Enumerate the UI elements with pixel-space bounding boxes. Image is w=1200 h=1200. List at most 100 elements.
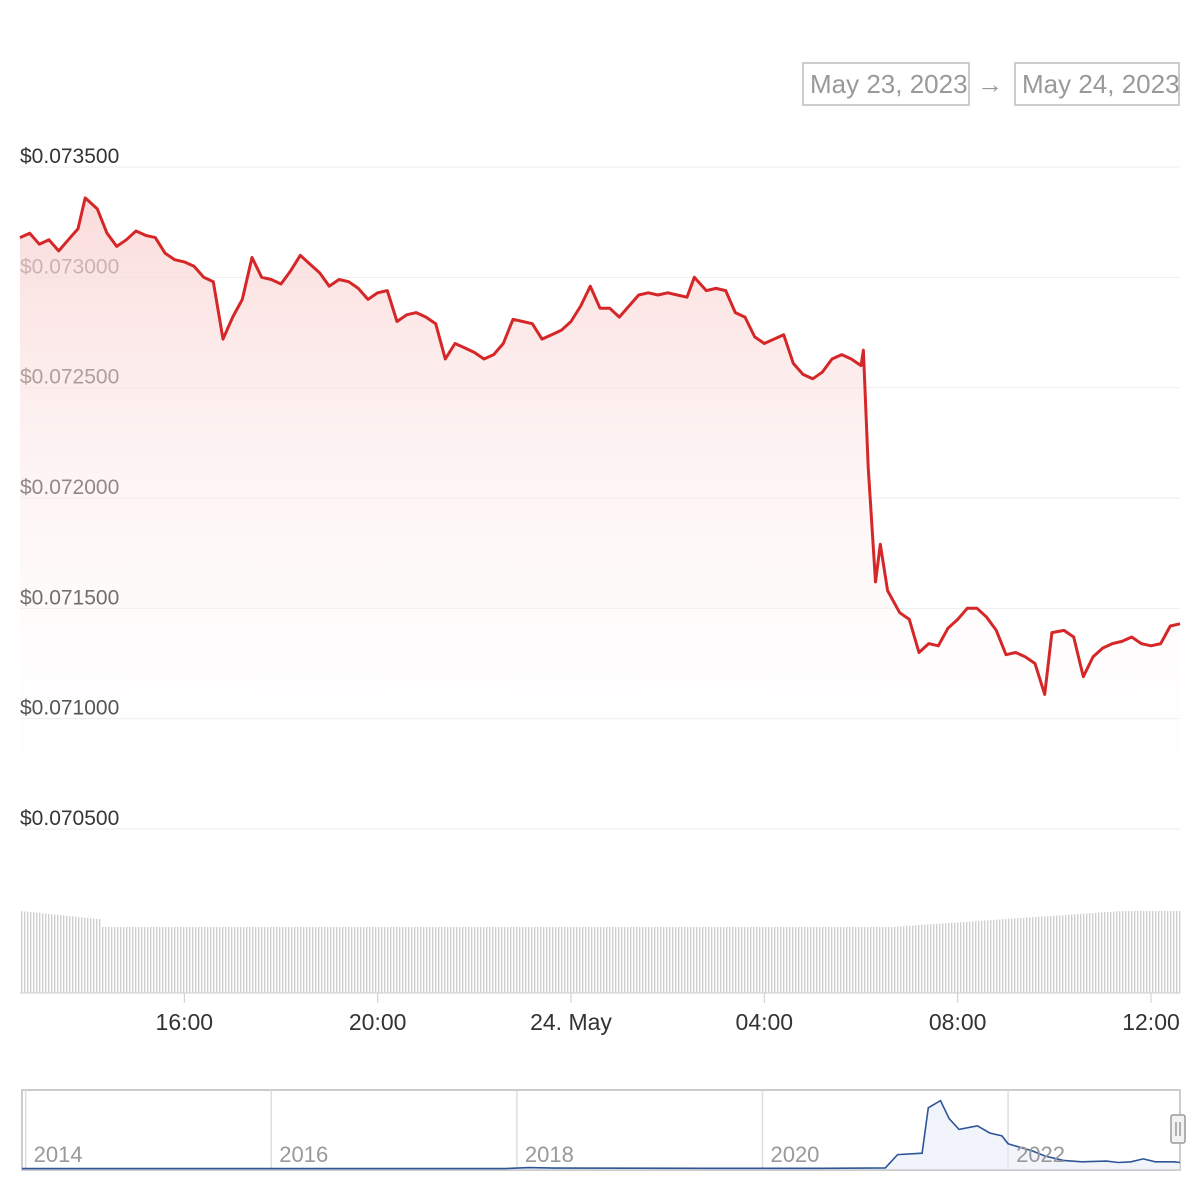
volume-bar: [699, 927, 701, 993]
volume-bar: [225, 927, 227, 993]
volume-bar: [564, 927, 566, 993]
navigator[interactable]: 2014 2016 2018 2020 2022: [21, 1089, 1186, 1171]
volume-bar: [174, 927, 176, 993]
volume-bar: [423, 927, 425, 993]
date-range-to-input[interactable]: May 24, 2023: [1014, 62, 1180, 106]
volume-bar: [1095, 912, 1097, 993]
volume-bar: [1020, 918, 1022, 993]
volume-bar: [630, 927, 632, 993]
volume-bar: [132, 927, 134, 993]
volume-bar: [42, 913, 44, 993]
volume-bar: [1068, 914, 1070, 993]
volume-bar: [81, 917, 83, 993]
volume-bar: [921, 924, 923, 993]
volume-bar: [903, 926, 905, 993]
volume-bar: [729, 927, 731, 993]
volume-bar: [678, 927, 680, 993]
volume-bar: [942, 923, 944, 993]
volume-bar: [990, 920, 992, 993]
volume-bar: [426, 927, 428, 993]
volume-bar: [24, 911, 26, 993]
volume-bar: [360, 927, 362, 993]
volume-bar: [303, 927, 305, 993]
volume-bar: [1065, 914, 1067, 993]
volume-bar: [684, 927, 686, 993]
volume-bar: [672, 927, 674, 993]
volume-bar: [1113, 911, 1115, 993]
volume-bar: [189, 927, 191, 993]
volume-bar: [1104, 912, 1106, 993]
volume-bar: [294, 927, 296, 993]
volume-bar: [633, 927, 635, 993]
volume-bar: [861, 927, 863, 993]
volume-bar: [156, 927, 158, 993]
volume-bar: [54, 914, 56, 993]
volume-bar: [237, 927, 239, 993]
volume-bar: [762, 927, 764, 993]
navigator-tick-label: 2014: [34, 1142, 83, 1167]
volume-bar: [243, 927, 245, 993]
navigator-tick-label: 2020: [770, 1142, 819, 1167]
volume-bar: [129, 927, 131, 993]
volume-bar: [411, 927, 413, 993]
volume-bar: [114, 927, 116, 993]
volume-bar: [624, 927, 626, 993]
volume-bar: [1119, 911, 1121, 993]
volume-bar: [603, 927, 605, 993]
volume-bar: [48, 913, 50, 993]
volume-bar: [606, 927, 608, 993]
volume-bar: [456, 927, 458, 993]
volume-bar: [63, 915, 65, 993]
volume-bar: [396, 927, 398, 993]
volume-bar: [99, 919, 101, 993]
volume-bar: [537, 927, 539, 993]
volume-bar: [141, 927, 143, 993]
volume-bar: [894, 926, 896, 993]
volume-bar: [345, 927, 347, 993]
volume-bar: [984, 920, 986, 993]
volume-bar: [720, 927, 722, 993]
volume-bar: [834, 927, 836, 993]
volume-bar: [198, 927, 200, 993]
volume-bar: [927, 924, 929, 993]
volume-bar: [444, 927, 446, 993]
volume-bar: [681, 927, 683, 993]
volume-bar: [474, 927, 476, 993]
volume-bar: [951, 922, 953, 993]
volume-bar: [195, 927, 197, 993]
volume-bar: [1041, 916, 1043, 993]
volume-bar: [717, 927, 719, 993]
volume-bar: [843, 927, 845, 993]
volume-bar: [651, 927, 653, 993]
volume-bar: [567, 927, 569, 993]
volume-bar: [1032, 917, 1034, 993]
volume-bar: [276, 927, 278, 993]
volume-bar: [1074, 914, 1076, 993]
volume-bar: [1128, 911, 1130, 993]
volume-bar: [432, 927, 434, 993]
volume-bar: [1164, 911, 1166, 993]
volume-bar: [885, 927, 887, 993]
volume-bar: [780, 927, 782, 993]
volume-bar: [36, 912, 38, 993]
volume-bar: [405, 927, 407, 993]
volume-bar: [789, 927, 791, 993]
volume-bar: [513, 927, 515, 993]
volume-bar: [342, 927, 344, 993]
volume-bar: [645, 927, 647, 993]
navigator-line: [22, 1099, 1181, 1170]
volume-bar: [1116, 911, 1118, 993]
volume-bar: [987, 920, 989, 993]
volume-bar: [297, 927, 299, 993]
volume-bar: [1023, 917, 1025, 993]
volume-bar: [210, 927, 212, 993]
navigator-handle[interactable]: [1170, 1114, 1186, 1144]
volume-bar: [510, 927, 512, 993]
volume-bar: [525, 927, 527, 993]
volume-bar: [282, 927, 284, 993]
volume-bar: [147, 927, 149, 993]
volume-bar: [159, 927, 161, 993]
volume-bar: [855, 927, 857, 993]
date-range-from-input[interactable]: May 23, 2023: [802, 62, 970, 106]
